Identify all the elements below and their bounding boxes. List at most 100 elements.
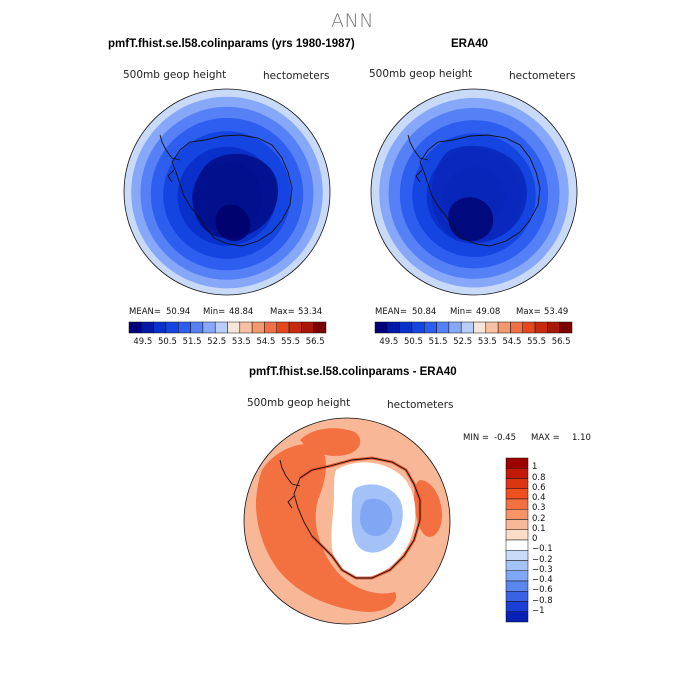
panel3-colorbar-swatch-11 xyxy=(505,570,529,582)
panel1-colorbar-swatch-12 xyxy=(276,321,290,334)
panel1-colorbar-tick-label: 54.5 xyxy=(256,337,276,347)
panel3-colorbar-swatch-2 xyxy=(505,478,529,489)
panel3-colorbar-tick-label: 0.8 xyxy=(532,472,546,483)
panel3-colorbar-tick-label: −0.6 xyxy=(532,585,553,596)
panel3-colorbar-swatch-6 xyxy=(505,519,529,530)
panel3-colorbar-swatch-15 xyxy=(505,611,529,623)
panel2-min-value: 49.08 xyxy=(476,307,501,317)
panel1-colorbar-tick-label: 49.5 xyxy=(133,337,153,347)
panel3-variable-label: 500mb geop height xyxy=(247,397,351,409)
panel3-colorbar-swatch-1 xyxy=(505,468,529,479)
panel1-max-label: Max= xyxy=(270,307,295,317)
panel2-colorbar-swatch-15 xyxy=(559,321,573,334)
panel2-colorbar-swatch-1 xyxy=(387,321,400,334)
panel3-colorbar-tick-label: −0.4 xyxy=(532,575,553,585)
panel3-min-value: -0.45 xyxy=(494,433,516,443)
panel3-max-value: 1.10 xyxy=(572,433,591,443)
panel1-title: pmfT.fhist.se.l58.colinparams (yrs 1980-… xyxy=(108,38,355,50)
panel2-mean-value: 50.84 xyxy=(412,307,437,317)
panel2-colorbar-swatch-12 xyxy=(522,321,536,334)
panel1-interior-low xyxy=(192,153,279,239)
panel3-units-label: hectometers xyxy=(387,399,454,411)
panel1-colorbar-swatch-11 xyxy=(264,321,277,334)
panel3-colorbar-tick-label: 0.3 xyxy=(532,503,546,514)
panel2-colorbar-swatch-9 xyxy=(485,321,499,334)
panel2-colorbar-swatch-2 xyxy=(399,321,413,334)
panel1-map xyxy=(124,89,330,295)
panel1-colorbar-swatch-9 xyxy=(239,321,253,334)
panel3-title: pmfT.fhist.se.l58.colinparams - ERA40 xyxy=(249,366,457,378)
panel2-colorbar-swatch-11 xyxy=(510,321,523,334)
panel2-colorbar-tick-label: 53.5 xyxy=(477,337,497,347)
panel1-peninsula xyxy=(159,134,181,183)
panel3-colorbar-swatch-0 xyxy=(505,457,529,469)
panel1-colorbar-swatch-10 xyxy=(251,321,265,334)
panel3-right-warm-lobe xyxy=(414,480,442,537)
panel2-min-label: Min= xyxy=(450,307,473,317)
panel1-mean-label: MEAN= xyxy=(129,307,161,317)
panel1-colorbar-swatch-8 xyxy=(227,321,241,334)
panel2-map-border xyxy=(370,88,578,296)
panel1-colorbar-swatch-4 xyxy=(178,321,191,334)
panel3-colorbar-tick-label: −0.3 xyxy=(532,564,553,575)
panel3-colorbar-swatch-10 xyxy=(505,560,529,571)
panel1-colorbar xyxy=(128,321,327,334)
panel3-colorbar-swatch-14 xyxy=(505,601,529,612)
panel3-max-label: MAX = xyxy=(531,433,560,443)
panel3-peninsula xyxy=(279,459,301,509)
panel1-colorbar-tick-label: 51.5 xyxy=(182,337,202,347)
panel1-colorbar-tick-label: 55.5 xyxy=(281,337,300,347)
panel1-colorbar-tick-label: 56.5 xyxy=(305,337,325,347)
panel3-map-border xyxy=(243,417,451,625)
panel3-antarctica-coastline xyxy=(293,457,421,579)
panel1-units-label: hectometers xyxy=(263,70,330,82)
panel2-colorbar-swatch-13 xyxy=(534,321,548,334)
panel1-colorbar-swatch-15 xyxy=(313,321,327,334)
panel2-colorbar-tick-label: 54.5 xyxy=(502,337,522,347)
panel1-colorbar-swatch-7 xyxy=(214,321,228,334)
panel3-interior-min xyxy=(360,498,393,536)
panel3-colorbar-swatch-12 xyxy=(505,580,529,592)
figure-title: ANN xyxy=(331,10,374,32)
panel3-colorbar-swatch-9 xyxy=(505,550,529,561)
panel1-colorbar-swatch-0 xyxy=(128,321,142,334)
panel2-colorbar-swatch-14 xyxy=(547,321,560,334)
panel1-colorbar-tick-label: 50.5 xyxy=(157,337,177,347)
panel1-colorbar-tick-label: 52.5 xyxy=(207,337,227,347)
panel3-colorbar-swatch-5 xyxy=(505,509,529,520)
panel3-top-warm-lobe xyxy=(300,428,361,456)
panel3-colorbar-tick-label: 0.6 xyxy=(532,482,546,493)
panel2-colorbar-swatch-3 xyxy=(411,321,425,334)
panel2-max-value: 53.49 xyxy=(544,307,569,317)
panel2-deep-low xyxy=(448,197,494,242)
panel2-antarctica-coastline xyxy=(419,134,541,247)
panel1-colorbar-swatch-5 xyxy=(190,321,204,334)
panel1-colorbar-swatch-2 xyxy=(153,321,167,334)
panel2-colorbar-swatch-8 xyxy=(473,321,487,334)
panel1-map-border xyxy=(123,88,331,296)
panel3-colorbar-tick-label: 0.2 xyxy=(532,513,546,524)
panel3-colorbar-swatch-13 xyxy=(505,591,529,602)
panel3-colorbar-swatch-4 xyxy=(505,498,529,510)
panel3-colorbar-swatch-7 xyxy=(505,529,529,541)
panel1-max-value: 53.34 xyxy=(298,307,323,317)
panel1-colorbar-swatch-3 xyxy=(165,321,179,334)
panel2-colorbar-swatch-10 xyxy=(497,321,511,334)
panel2-variable-label: 500mb geop height xyxy=(369,68,473,80)
panel3-colorbar-tick-label: 0 xyxy=(532,534,538,544)
panel2-colorbar-swatch-0 xyxy=(374,321,388,334)
panel1-colorbar-swatch-14 xyxy=(301,321,314,334)
panel2-colorbar-tick-label: 51.5 xyxy=(428,337,448,347)
panel2-colorbar-tick-label: 52.5 xyxy=(453,337,473,347)
panel2-colorbar-tick-label: 49.5 xyxy=(379,337,399,347)
panel2-title: ERA40 xyxy=(451,38,489,50)
panel1-variable-label: 500mb geop height xyxy=(123,69,227,81)
panel3-colorbar-swatch-3 xyxy=(505,488,529,500)
panel2-colorbar-tick-label: 55.5 xyxy=(527,337,546,347)
panel1-deep-low xyxy=(215,204,251,242)
panel2-colorbar-tick-label: 56.5 xyxy=(551,337,571,347)
panel2-max-label: Max= xyxy=(516,307,541,317)
panel1-antarctica-coastline xyxy=(171,134,293,247)
